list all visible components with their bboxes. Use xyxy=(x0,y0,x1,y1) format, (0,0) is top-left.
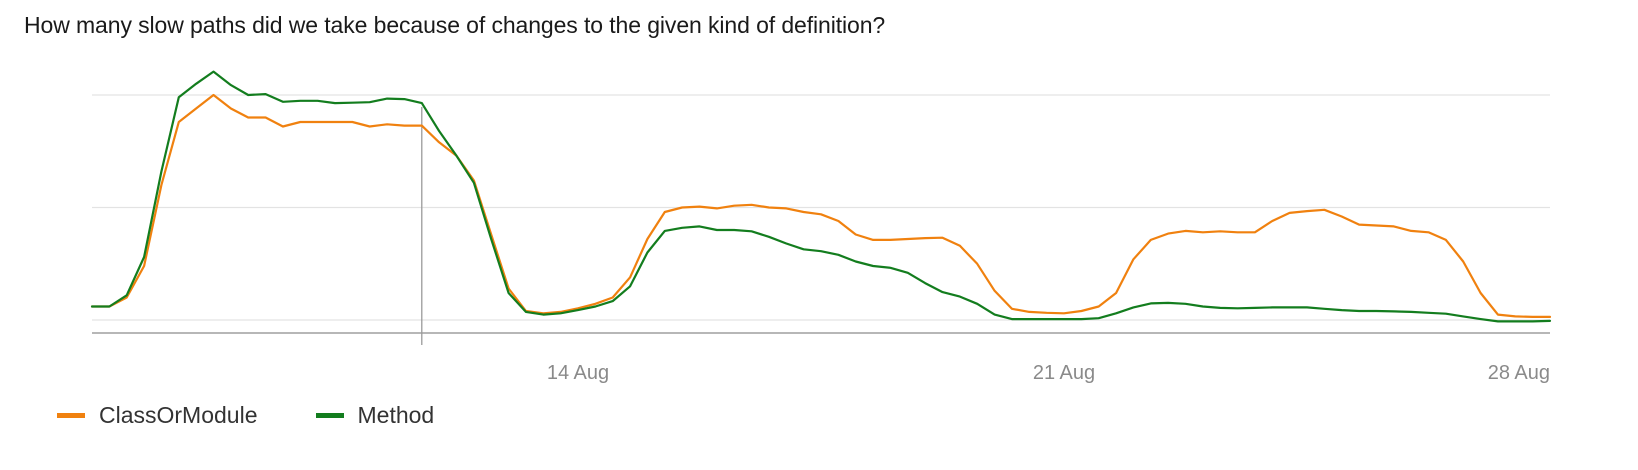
series-line-method[interactable] xyxy=(90,70,1552,323)
legend-item-method[interactable]: Method xyxy=(315,402,435,429)
gridlines xyxy=(92,94,1550,321)
legend: ClassOrModule Method xyxy=(57,402,492,429)
x-axis xyxy=(92,107,1550,345)
x-tick-labels: 14 Aug 21 Aug 28 Aug xyxy=(547,362,1550,384)
x-tick-label-1: 21 Aug xyxy=(1033,362,1095,384)
x-tick-label-2: 28 Aug xyxy=(1488,362,1550,384)
legend-item-classormodule[interactable]: ClassOrModule xyxy=(57,402,258,429)
chart-title: How many slow paths did we take because … xyxy=(24,12,886,38)
series-lines xyxy=(90,70,1552,323)
series-line-classormodule[interactable] xyxy=(90,93,1552,318)
legend-swatch-method xyxy=(315,413,344,418)
legend-swatch-classormodule xyxy=(57,413,85,418)
legend-label-classormodule: ClassOrModule xyxy=(99,402,258,428)
legend-label-method: Method xyxy=(357,402,435,428)
x-tick-label-0: 14 Aug xyxy=(547,362,609,384)
